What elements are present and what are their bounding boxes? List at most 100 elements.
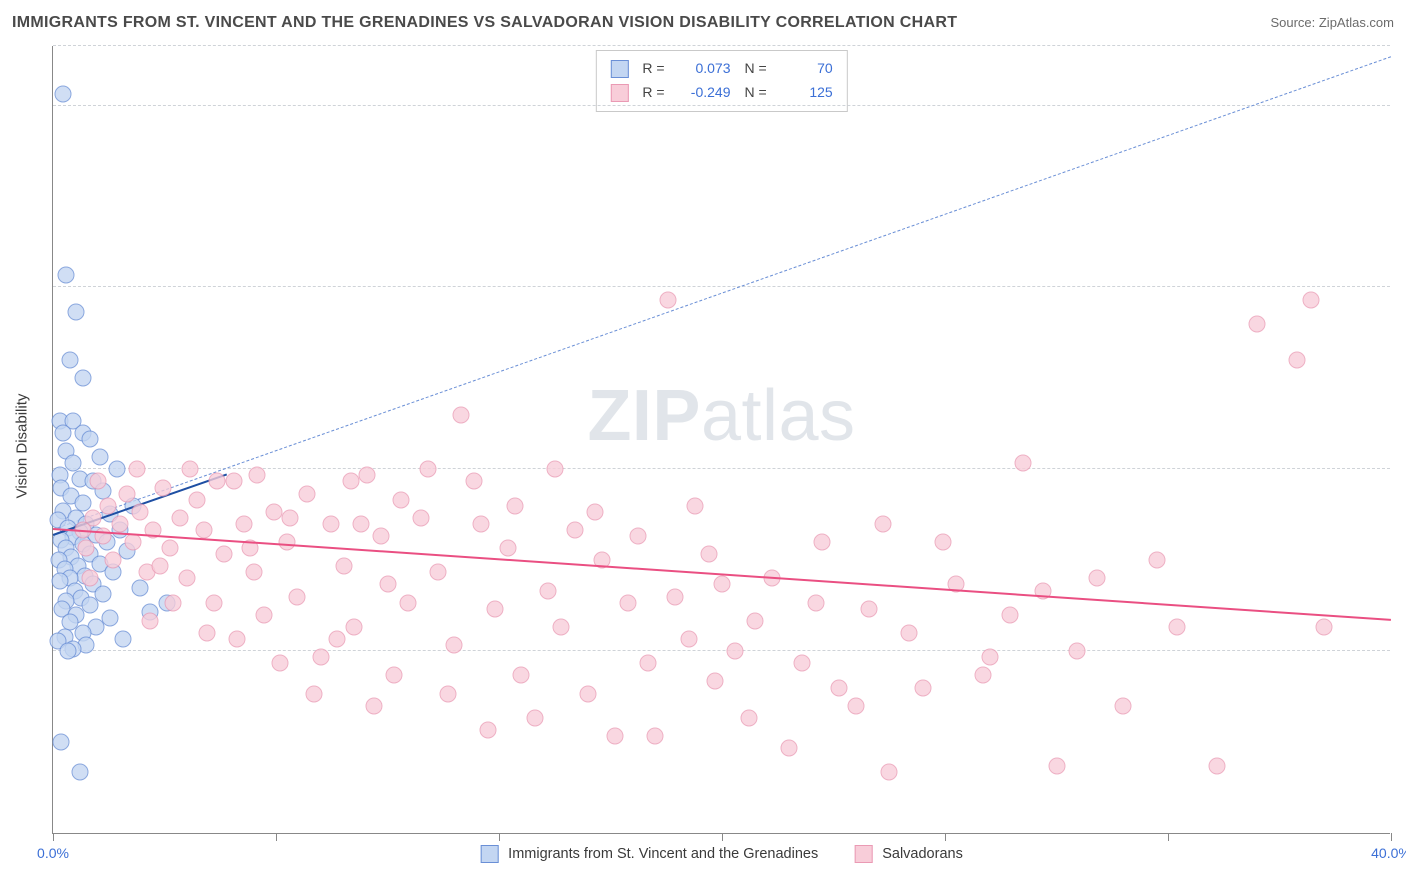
scatter-point [687, 497, 704, 514]
scatter-point [111, 515, 128, 532]
scatter-point [312, 649, 329, 666]
stat-r-label: R = [642, 81, 664, 105]
scatter-point [513, 667, 530, 684]
watermark-thin: atlas [701, 376, 856, 456]
scatter-point [78, 540, 95, 557]
stat-n-value: 125 [781, 81, 833, 105]
stat-row: R = -0.249 N = 125 [610, 81, 832, 105]
xtick-mark [1168, 833, 1169, 841]
scatter-point [747, 612, 764, 629]
scatter-point [272, 655, 289, 672]
scatter-point [195, 521, 212, 538]
scatter-point [680, 631, 697, 648]
scatter-point [131, 580, 148, 597]
scatter-point [65, 455, 82, 472]
correlation-stats-box: R =0.073N =70R =-0.249N =125 [595, 50, 847, 112]
scatter-point [208, 473, 225, 490]
xtick-label-end: 40.0% [1371, 845, 1406, 861]
scatter-point [439, 685, 456, 702]
xtick-mark [276, 833, 277, 841]
scatter-point [640, 655, 657, 672]
scatter-point [974, 667, 991, 684]
legend-swatch [480, 845, 498, 863]
scatter-point [359, 467, 376, 484]
scatter-point [1115, 697, 1132, 714]
source-credit: Source: ZipAtlas.com [1270, 15, 1394, 30]
xtick-mark [499, 833, 500, 841]
series-swatch [610, 60, 628, 78]
scatter-point [342, 473, 359, 490]
scatter-point [1068, 643, 1085, 660]
series-swatch [610, 84, 628, 102]
xtick-mark [1391, 833, 1392, 841]
scatter-point [249, 467, 266, 484]
scatter-point [289, 588, 306, 605]
scatter-point [90, 473, 107, 490]
scatter-point [807, 594, 824, 611]
stat-n-label: N = [745, 57, 767, 81]
source-link[interactable]: ZipAtlas.com [1319, 15, 1394, 30]
chart-title: IMMIGRANTS FROM ST. VINCENT AND THE GREN… [12, 14, 957, 32]
scatter-point [215, 546, 232, 563]
scatter-point [75, 370, 92, 387]
scatter-point [115, 631, 132, 648]
legend-label: Immigrants from St. Vincent and the Gren… [508, 846, 818, 862]
scatter-point [346, 618, 363, 635]
xtick-mark [53, 833, 54, 841]
scatter-point [182, 461, 199, 478]
scatter-point [780, 740, 797, 757]
scatter-point [152, 558, 169, 575]
scatter-point [506, 497, 523, 514]
legend-swatch [854, 845, 872, 863]
scatter-point [700, 546, 717, 563]
scatter-point [235, 515, 252, 532]
scatter-point [329, 631, 346, 648]
scatter-point [1289, 352, 1306, 369]
ytick-label: 3.0% [1396, 445, 1406, 461]
plot-area: ZIPatlas R =0.073N =70R =-0.249N =125 Im… [52, 46, 1390, 834]
scatter-point [131, 503, 148, 520]
scatter-point [934, 534, 951, 551]
scatter-point [1088, 570, 1105, 587]
scatter-point [299, 485, 316, 502]
scatter-point [1168, 618, 1185, 635]
gridline-h [53, 650, 1390, 651]
legend-item: Immigrants from St. Vincent and the Gren… [480, 845, 818, 863]
scatter-point [386, 667, 403, 684]
scatter-point [714, 576, 731, 593]
scatter-point [647, 728, 664, 745]
scatter-point [1001, 606, 1018, 623]
scatter-point [91, 449, 108, 466]
scatter-point [228, 631, 245, 648]
gridline-h [53, 45, 1390, 46]
stat-n-label: N = [745, 81, 767, 105]
watermark: ZIPatlas [587, 375, 855, 457]
reference-diagonal-line [53, 56, 1391, 530]
scatter-point [399, 594, 416, 611]
scatter-point [1015, 455, 1032, 472]
stat-r-value: -0.249 [679, 81, 731, 105]
scatter-point [279, 534, 296, 551]
scatter-point [198, 624, 215, 641]
scatter-point [205, 594, 222, 611]
scatter-point [165, 594, 182, 611]
scatter-point [630, 528, 647, 545]
scatter-point [81, 570, 98, 587]
scatter-point [155, 479, 172, 496]
scatter-point [142, 612, 159, 629]
scatter-point [55, 85, 72, 102]
scatter-point [305, 685, 322, 702]
scatter-point [831, 679, 848, 696]
scatter-point [429, 564, 446, 581]
scatter-point [178, 570, 195, 587]
scatter-point [255, 606, 272, 623]
scatter-point [660, 291, 677, 308]
scatter-point [479, 721, 496, 738]
scatter-point [172, 509, 189, 526]
scatter-point [814, 534, 831, 551]
scatter-point [1302, 291, 1319, 308]
scatter-point [366, 697, 383, 714]
scatter-point [1209, 758, 1226, 775]
scatter-point [499, 540, 516, 557]
scatter-point [794, 655, 811, 672]
